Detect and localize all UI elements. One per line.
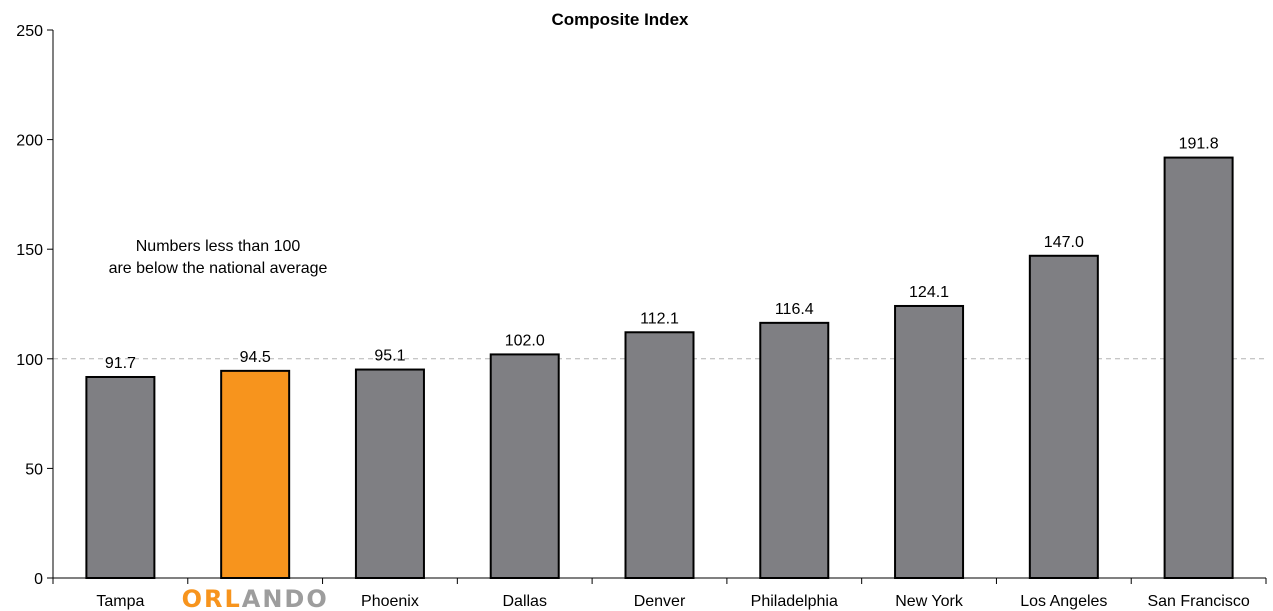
- value-label: 191.8: [1179, 136, 1219, 153]
- category-label: Denver: [634, 593, 686, 610]
- bar-new-york: [894, 304, 965, 579]
- category-label: San Francisco: [1147, 593, 1249, 610]
- bar-denver: [624, 331, 695, 579]
- category-label: Los Angeles: [1020, 593, 1107, 610]
- bar-san-francisco: [1163, 156, 1234, 579]
- category-label: Dallas: [502, 593, 546, 610]
- y-tick-label: 0: [34, 571, 43, 588]
- bar-orlando: [220, 369, 291, 579]
- category-label: Phoenix: [361, 593, 419, 610]
- category-label: Tampa: [96, 593, 144, 610]
- value-label: 112.1: [640, 310, 679, 327]
- annotation-line-1: Numbers less than 100: [136, 238, 301, 255]
- value-label: 116.4: [775, 301, 814, 318]
- value-label: 124.1: [909, 284, 949, 301]
- value-label: 102.0: [505, 332, 545, 349]
- annotation-line-2: are below the national average: [109, 260, 328, 277]
- category-label: Philadelphia: [751, 593, 838, 610]
- value-label: 94.5: [240, 349, 271, 366]
- y-tick-label: 150: [16, 242, 43, 259]
- value-label: 147.0: [1044, 234, 1084, 251]
- value-label: 95.1: [374, 348, 405, 365]
- bar-tampa: [85, 375, 156, 579]
- category-label-logo: ORLANDO: [182, 585, 329, 611]
- chart-title: Composite Index: [552, 10, 690, 29]
- bar-philadelphia: [759, 321, 830, 579]
- category-label: New York: [895, 593, 964, 610]
- value-label: 91.7: [105, 355, 136, 372]
- y-tick-label: 200: [16, 133, 43, 150]
- bar-los-angeles: [1028, 254, 1099, 579]
- y-tick-label: 50: [25, 461, 43, 478]
- bar-phoenix: [354, 368, 425, 579]
- bar-dallas: [489, 353, 560, 579]
- y-tick-label: 100: [16, 352, 43, 369]
- y-tick-label: 250: [16, 23, 43, 40]
